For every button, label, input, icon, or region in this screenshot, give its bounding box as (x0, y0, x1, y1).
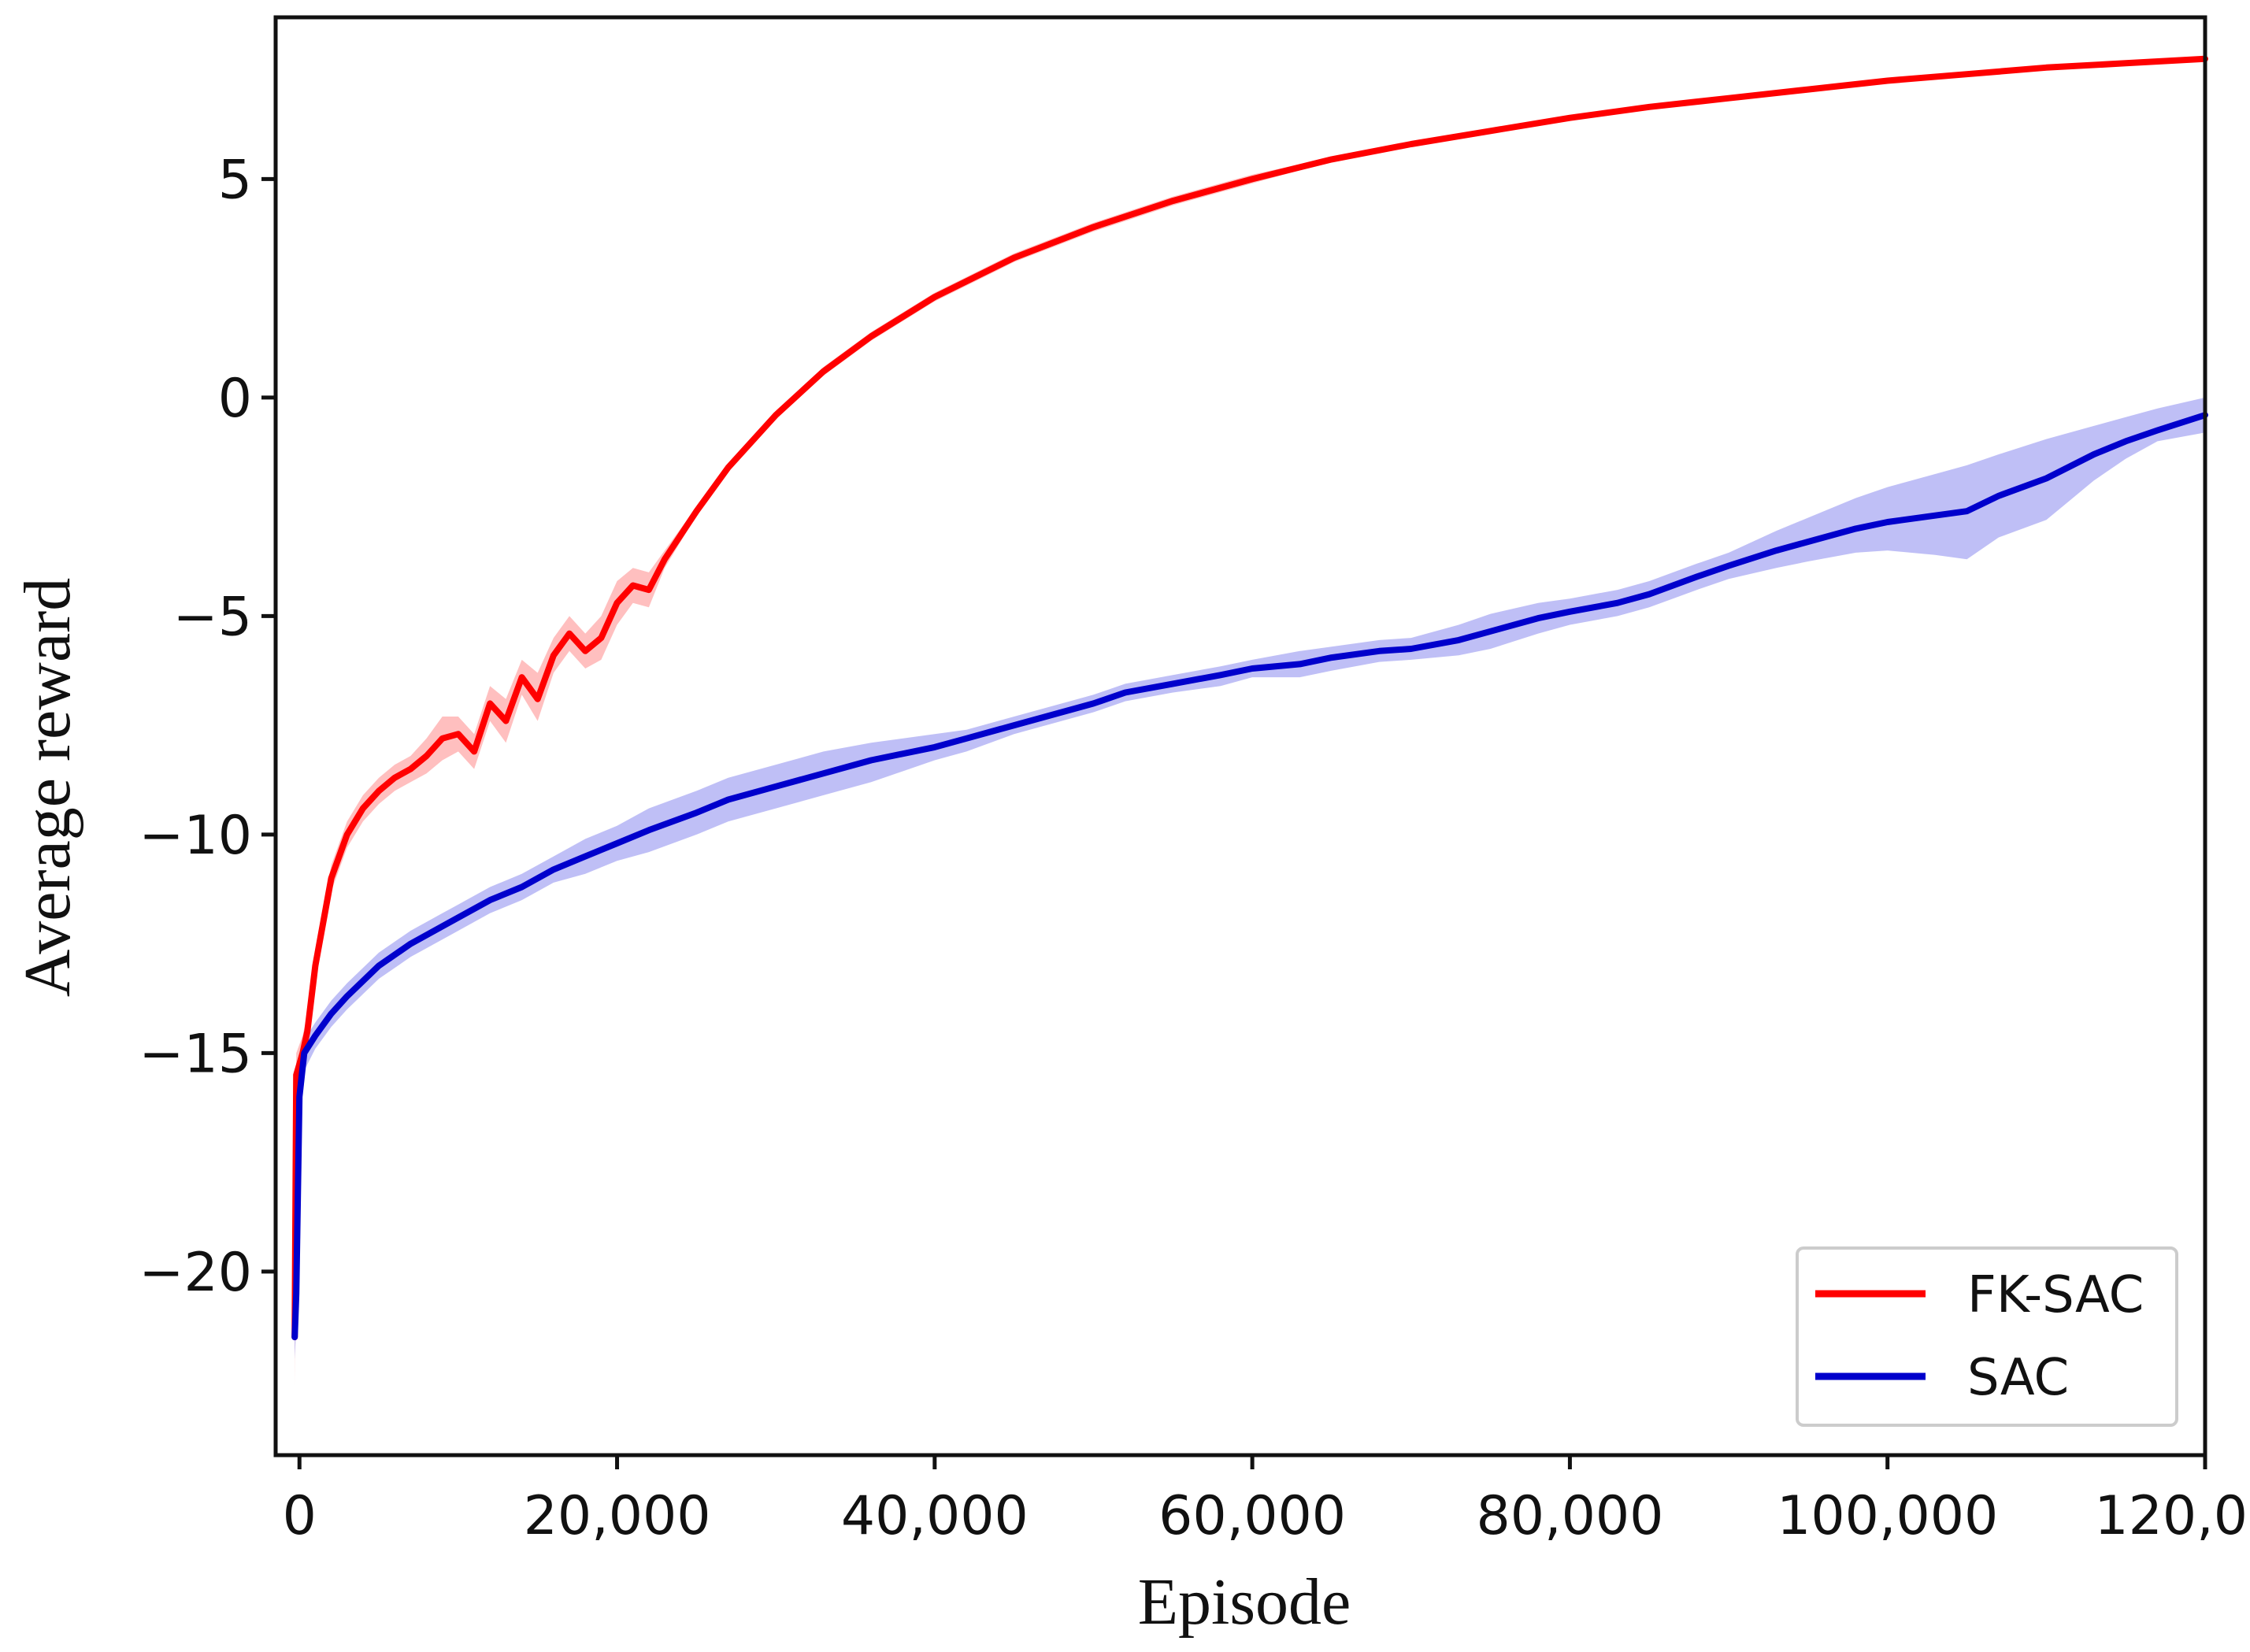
plot-frame (273, 15, 2207, 1458)
y-tick-label: −20 (139, 1242, 252, 1304)
band-sac (295, 397, 2206, 1359)
x-tick-label: 0 (283, 1485, 317, 1547)
y-axis-ticks: 5 0 −5 −10 −15 −20 (139, 149, 276, 1304)
confidence-bands (295, 57, 2206, 1386)
legend-label-fk-sac: FK-SAC (1967, 1266, 2144, 1324)
y-tick-label: −10 (139, 805, 252, 867)
x-tick-label: 80,000 (1476, 1485, 1663, 1547)
legend: FK-SAC SAC (1796, 1246, 2178, 1427)
x-tick-label: 120,000 (2094, 1485, 2250, 1547)
y-tick-label: 5 (218, 149, 252, 211)
x-tick-label: 40,000 (841, 1485, 1029, 1547)
series-line-sac (291, 412, 2208, 1341)
x-tick-label: 60,000 (1158, 1485, 1346, 1547)
y-tick-label: 0 (218, 368, 252, 430)
y-tick-label: −15 (139, 1023, 252, 1085)
series-line-fk-sac (291, 55, 2208, 1341)
x-tick-label: 100,000 (1777, 1485, 1998, 1547)
y-tick-label: −5 (173, 586, 252, 648)
x-axis-ticks: 0 20,000 40,000 60,000 80,000 100,000 120,000 (283, 1455, 2250, 1547)
legend-label-sac: SAC (1967, 1349, 2069, 1407)
x-axis-title: Episode (1138, 1565, 1351, 1639)
x-tick-label: 20,000 (524, 1485, 711, 1547)
y-axis-title: Average reward (11, 578, 84, 997)
series-lines (291, 55, 2208, 1341)
